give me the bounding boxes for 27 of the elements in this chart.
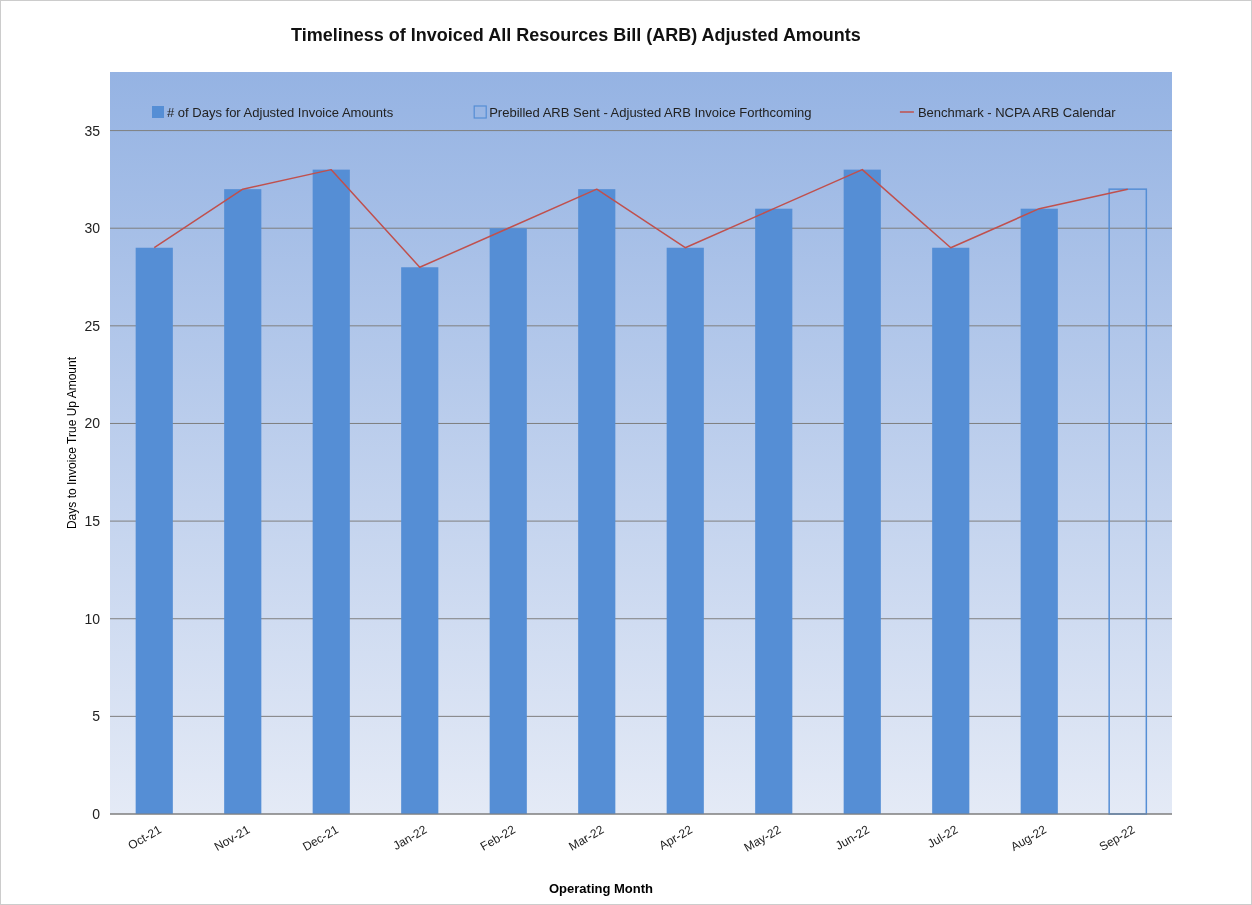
bar (843, 169, 881, 814)
line-series (153, 168, 1129, 269)
y-axis-title: Days to Invoice True Up Amount (65, 356, 79, 530)
legend-label: # of Days for Adjusted Invoice Amounts (167, 104, 394, 120)
y-tick-label: 20 (84, 415, 101, 432)
x-axis-title: Operating Month (549, 881, 654, 896)
bar (666, 247, 704, 814)
y-tick-label: 5 (92, 708, 101, 725)
legend-label: Prebilled ARB Sent - Adjusted ARB Invoice Forthcoming (489, 104, 812, 120)
bar (1108, 188, 1148, 815)
bar (401, 267, 439, 814)
y-tick-label: 25 (84, 317, 101, 334)
legend-label: Benchmark - NCPA ARB Calendar (917, 104, 1117, 120)
bar (135, 247, 173, 814)
chart-title: Timeliness of Invoiced All Resources Bill (ARB) Adjusted Amounts (291, 25, 861, 45)
bar (224, 189, 262, 814)
bar (932, 247, 970, 814)
y-tick-label: 35 (84, 122, 101, 139)
y-tick-label: 10 (84, 610, 101, 627)
bar (755, 208, 793, 814)
bar (578, 189, 616, 814)
bar (489, 228, 527, 814)
bar (312, 169, 350, 814)
y-tick-label: 15 (84, 513, 101, 530)
bar (1020, 208, 1058, 814)
y-tick-label: 30 (84, 220, 101, 237)
y-tick-label: 0 (92, 806, 101, 822)
